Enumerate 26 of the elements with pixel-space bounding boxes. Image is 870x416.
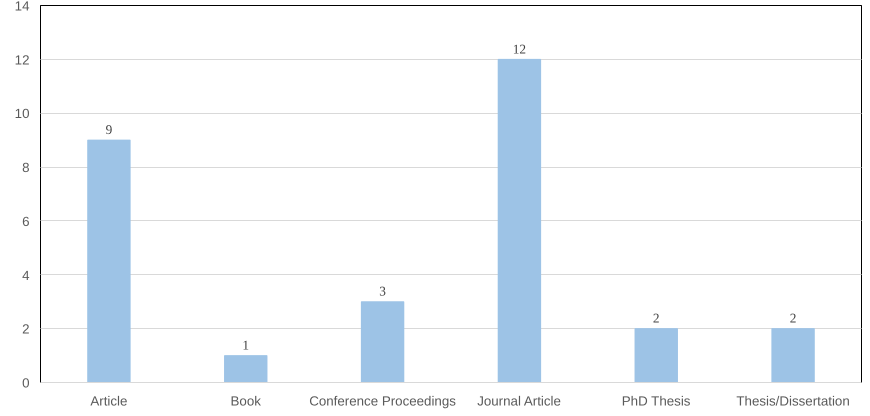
bar: [360, 301, 404, 382]
bar: [87, 140, 131, 382]
y-tick-label: 8: [22, 160, 30, 176]
y-tick-label: 4: [22, 268, 30, 283]
x-tick-label: Journal Article: [477, 394, 561, 408]
bar: [771, 328, 815, 382]
y-tick-label: 6: [22, 214, 30, 229]
data-label: 3: [379, 284, 386, 299]
x-tick-label: Book: [230, 394, 262, 408]
y-tick-label: 10: [14, 106, 30, 122]
data-label: 2: [790, 310, 796, 326]
data-label: 9: [106, 122, 113, 138]
bar: [224, 355, 268, 382]
y-tick-label: 12: [14, 52, 30, 68]
bar: [634, 328, 678, 382]
x-tick-label: Article: [90, 394, 128, 408]
x-tick-label: PhD Thesis: [622, 394, 691, 408]
data-label: 12: [512, 41, 526, 56]
y-tick-label: 0: [22, 376, 30, 390]
x-tick-label: Conference Proceedings: [309, 394, 456, 408]
y-tick-label: 14: [14, 0, 30, 14]
x-tick-label: Thesis/Dissertation: [736, 394, 850, 408]
bar: [498, 58, 542, 382]
y-tick-label: 2: [22, 322, 30, 337]
data-label: 1: [242, 338, 250, 353]
data-label: 2: [652, 310, 660, 326]
